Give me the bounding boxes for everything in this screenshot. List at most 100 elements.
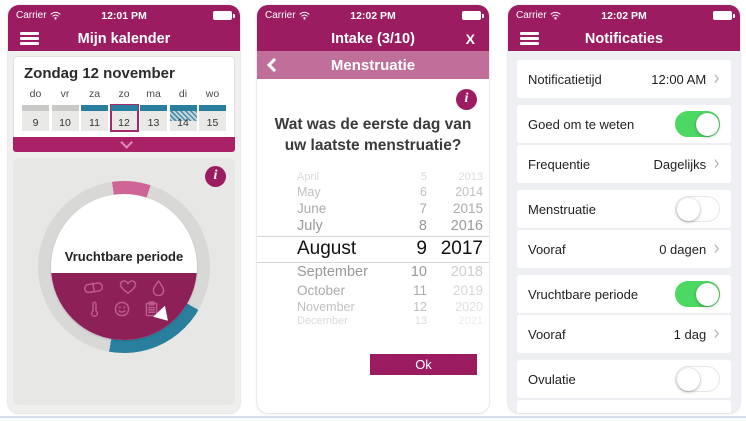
- symptom-panel: [51, 273, 197, 340]
- chevron-right-icon: ›: [713, 150, 720, 176]
- ok-button[interactable]: Ok: [370, 353, 477, 375]
- settings-group: Vruchtbare periode Vooraf 1 dag ›: [517, 275, 731, 353]
- selected-date-heading: Zondag 12 november: [24, 65, 175, 82]
- row-vruchtbare-periode[interactable]: Vruchtbare periode: [517, 275, 731, 313]
- day-cell-15[interactable]: 15: [199, 105, 226, 131]
- carrier-label: Carrier: [265, 10, 296, 21]
- row-notificatietijd[interactable]: Notificatietijd 12:00 AM ›: [517, 60, 731, 98]
- menu-icon[interactable]: [520, 32, 539, 45]
- row-frequentie[interactable]: Frequentie Dagelijks ›: [517, 145, 731, 183]
- settings-group: Notificatietijd 12:00 AM ›: [517, 60, 731, 98]
- page-title: Notificaties: [584, 30, 664, 47]
- phase-label: Vruchtbare periode: [64, 249, 184, 264]
- weekday-label: ma: [146, 88, 161, 100]
- screen-notifications: Carrier 12:02 PM Notificaties Notificati…: [508, 5, 740, 413]
- clock: 12:02 PM: [350, 9, 396, 22]
- toggle-switch[interactable]: [675, 111, 720, 137]
- day-cell-12-selected[interactable]: 12: [109, 104, 139, 132]
- row-vooraf-vruchtbaar[interactable]: Vooraf 1 dag ›: [517, 315, 731, 353]
- picker-row[interactable]: April 5 2013: [297, 171, 483, 184]
- day-cell-14-ovulation[interactable]: 14: [169, 105, 197, 131]
- chevron-right-icon: ›: [713, 235, 720, 261]
- info-icon[interactable]: i: [205, 166, 226, 187]
- wifi-icon: [50, 11, 61, 20]
- picker-row[interactable]: July 8 2016: [297, 218, 483, 235]
- page-title: Intake (3/10): [331, 30, 415, 47]
- question-text: Wat was de eerste dag van uw laatste men…: [274, 116, 472, 154]
- wifi-icon: [550, 11, 561, 20]
- toggle-switch[interactable]: [675, 281, 720, 307]
- nav-bar: Notificaties: [508, 26, 740, 51]
- chevron-down-icon: [119, 136, 133, 149]
- day-strip: 9 10 11 12 13 14 15: [20, 104, 228, 132]
- clock: 12:02 PM: [601, 9, 647, 22]
- notes-icon[interactable]: [145, 301, 158, 318]
- cycle-inner-circle: Vruchtbare periode: [51, 194, 197, 340]
- day-cell-10[interactable]: 10: [51, 105, 79, 131]
- clock: 12:01 PM: [101, 9, 147, 22]
- section-title: Menstruatie: [330, 56, 416, 74]
- chevron-right-icon: ›: [713, 65, 720, 91]
- weekday-label: zo: [118, 88, 130, 100]
- picker-row[interactable]: May 6 2014: [297, 184, 483, 199]
- menu-icon[interactable]: [20, 32, 39, 45]
- status-bar: Carrier 12:02 PM: [508, 5, 740, 26]
- day-cell-13[interactable]: 13: [140, 105, 167, 131]
- chevron-right-icon: ›: [713, 408, 720, 413]
- cycle-wheel-card: i Vruchtbare periode: [13, 158, 235, 405]
- settings-group: Ovulatie Vooraf 0 dagen›: [517, 360, 731, 413]
- row-vooraf-menstruatie[interactable]: Vooraf 0 dagen ›: [517, 230, 731, 268]
- row-goed-om-te-weten[interactable]: Goed om te weten: [517, 105, 731, 143]
- row-value: Dagelijks: [653, 156, 707, 172]
- battery-icon: [213, 11, 235, 20]
- day-cell-9[interactable]: 9: [22, 105, 49, 131]
- settings-list: Notificatietijd 12:00 AM › Goed om te wet…: [508, 51, 740, 413]
- picker-row[interactable]: June 7 2015: [297, 200, 483, 216]
- expand-calendar-bar[interactable]: [13, 136, 235, 152]
- row-ovulatie[interactable]: Ovulatie: [517, 360, 731, 398]
- picker-row[interactable]: October 11 2019: [297, 282, 483, 298]
- carrier-label: Carrier: [516, 10, 547, 21]
- pill-icon[interactable]: [83, 280, 104, 296]
- weekday-label: do: [29, 88, 42, 100]
- cycle-ring[interactable]: Vruchtbare periode: [38, 181, 210, 353]
- settings-group: Menstruatie Vooraf 0 dagen ›: [517, 190, 731, 268]
- weekday-label: di: [178, 88, 188, 100]
- page-title: Mijn kalender: [77, 30, 171, 47]
- close-icon[interactable]: X: [465, 30, 475, 47]
- weekday-label: za: [88, 88, 101, 100]
- row-value: 0 dagen: [659, 241, 707, 257]
- picker-row-selected[interactable]: August 9 2017: [257, 235, 489, 263]
- next-row-divider: [0, 416, 746, 421]
- carrier-label: Carrier: [16, 10, 47, 21]
- calendar-card: Zondag 12 november do vr za zo ma di wo …: [13, 56, 235, 137]
- status-bar: Carrier 12:01 PM: [8, 5, 240, 26]
- status-bar: Carrier 12:02 PM: [257, 5, 489, 26]
- day-cell-11[interactable]: 11: [81, 105, 108, 131]
- toggle-switch[interactable]: [675, 196, 720, 222]
- picker-row[interactable]: September 10 2018: [297, 264, 483, 281]
- row-value: 12:00 AM: [651, 71, 707, 87]
- picker-row[interactable]: November 12 2020: [297, 299, 483, 314]
- row-value: 0 dagen: [659, 412, 706, 414]
- smiley-icon[interactable]: [114, 301, 130, 318]
- date-picker-wheel[interactable]: April 5 2013 May 6 2014 June 7 2015 July 8 2016 …: [257, 171, 489, 328]
- thermometer-icon[interactable]: [90, 301, 99, 318]
- heart-icon[interactable]: [119, 280, 137, 296]
- screen-calendar: Carrier 12:01 PM Mijn kalender Zondag 12…: [8, 5, 240, 413]
- weekday-header-row: do vr za zo ma di wo: [20, 88, 228, 105]
- toggle-switch[interactable]: [675, 366, 720, 392]
- screen-intake: Carrier 12:02 PM Intake (3/10) X Menstru…: [257, 5, 489, 413]
- info-icon[interactable]: i: [456, 89, 477, 110]
- droplet-icon[interactable]: [152, 280, 165, 296]
- battery-icon: [713, 11, 735, 20]
- chevron-right-icon: ›: [713, 320, 720, 346]
- row-vooraf-ovulatie[interactable]: Vooraf 0 dagen›: [517, 400, 731, 413]
- settings-group: Goed om te weten Frequentie Dagelijks ›: [517, 105, 731, 183]
- picker-row[interactable]: December 13 2021: [297, 315, 483, 328]
- row-menstruatie[interactable]: Menstruatie: [517, 190, 731, 228]
- weekday-label: vr: [60, 88, 70, 100]
- battery-icon: [462, 11, 484, 20]
- row-value: 1 dag: [673, 326, 707, 342]
